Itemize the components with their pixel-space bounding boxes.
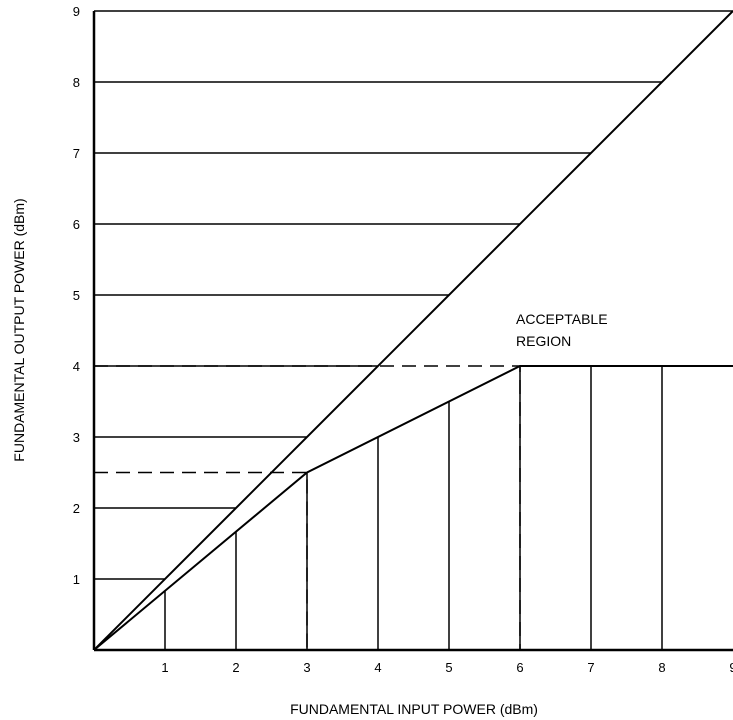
y-tick-label: 6: [73, 217, 80, 232]
tick-labels-layer: 1 2 3 4 5 6 7 8 9 1 2 3 4 5 6 7 8 9: [73, 4, 733, 675]
x-tick-label: 6: [516, 660, 523, 675]
y-tick-label: 4: [73, 359, 80, 374]
x-tick-label: 7: [587, 660, 594, 675]
axes-layer: [92, 10, 733, 652]
series-layer: [93, 10, 733, 651]
x-tick-label: 3: [303, 660, 310, 675]
y-tick-label: 5: [73, 288, 80, 303]
x-tick-label: 1: [161, 660, 168, 675]
annotation-acceptable: ACCEPTABLE: [516, 311, 608, 327]
x-tick-label: 5: [445, 660, 452, 675]
x-tick-label: 2: [232, 660, 239, 675]
x-tick-label: 8: [658, 660, 665, 675]
y-tick-label: 2: [73, 501, 80, 516]
y-tick-label: 8: [73, 75, 80, 90]
y-axis-label: FUNDAMENTAL OUTPUT POWER (dBm): [11, 198, 27, 461]
x-axis-label: FUNDAMENTAL INPUT POWER (dBm): [290, 701, 538, 717]
y-tick-label: 7: [73, 146, 80, 161]
dashed-reference-line: [94, 471, 308, 650]
series-line-diagonal: [93, 10, 733, 651]
annotation-region: REGION: [516, 333, 571, 349]
series-line-limit: [93, 365, 733, 651]
y-tick-label: 9: [73, 4, 80, 19]
x-tick-label: 9: [729, 660, 733, 675]
y-tick-label: 1: [73, 572, 80, 587]
x-tick-label: 4: [374, 660, 381, 675]
y-tick-label: 3: [73, 430, 80, 445]
